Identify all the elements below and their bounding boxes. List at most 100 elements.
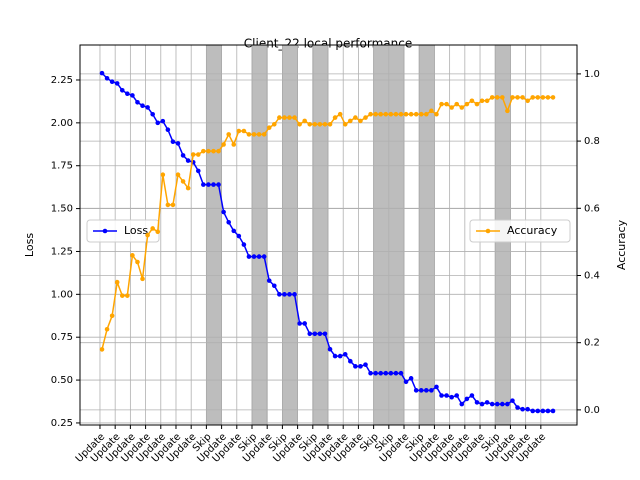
- point: [287, 115, 292, 120]
- point: [403, 111, 409, 117]
- point: [337, 111, 343, 117]
- point: [99, 70, 105, 76]
- point: [515, 405, 520, 410]
- point: [140, 103, 145, 109]
- point: [545, 95, 551, 100]
- point: [494, 401, 500, 407]
- point: [348, 118, 353, 124]
- point: [292, 115, 297, 120]
- point: [424, 388, 429, 393]
- point: [256, 132, 262, 137]
- y2-tick-label: 0.8: [584, 136, 600, 147]
- point: [479, 98, 485, 104]
- point: [388, 111, 394, 117]
- point: [393, 370, 399, 376]
- point: [363, 115, 368, 120]
- point: [216, 182, 221, 187]
- y2-tick-label: 0.6: [584, 203, 600, 214]
- point: [165, 202, 171, 208]
- point: [510, 398, 515, 403]
- point: [337, 353, 343, 359]
- point: [277, 292, 282, 297]
- point: [454, 101, 460, 107]
- y2-tick-label: 0.0: [584, 405, 600, 416]
- point: [358, 118, 363, 124]
- point: [550, 95, 556, 100]
- point: [206, 148, 211, 154]
- point: [155, 229, 161, 235]
- point: [353, 364, 358, 369]
- point: [271, 121, 277, 127]
- point: [130, 93, 135, 98]
- point: [109, 79, 115, 84]
- point: [373, 370, 378, 376]
- point: [312, 331, 318, 337]
- point: [236, 233, 242, 239]
- point: [484, 98, 490, 104]
- point: [368, 370, 373, 376]
- point: [251, 132, 257, 137]
- point: [287, 292, 292, 297]
- point: [241, 128, 247, 134]
- point: [170, 202, 176, 208]
- point: [125, 91, 130, 97]
- point: [266, 278, 272, 283]
- point: [175, 172, 181, 177]
- point: [520, 406, 525, 412]
- point: [449, 105, 454, 110]
- point: [297, 121, 302, 127]
- point: [201, 148, 206, 154]
- point: [317, 331, 323, 337]
- y-tick-label: 1.00: [51, 289, 73, 300]
- point: [297, 321, 302, 326]
- point: [525, 406, 530, 412]
- point: [211, 182, 216, 187]
- y-tick-label: 0.75: [51, 332, 73, 343]
- point: [327, 346, 333, 352]
- point: [413, 111, 419, 117]
- point: [383, 370, 389, 376]
- point: [388, 370, 394, 376]
- legend-marker: [102, 228, 108, 234]
- plot-frame: [79, 44, 578, 426]
- point: [185, 158, 191, 163]
- point: [429, 108, 434, 114]
- legend-label: Loss: [124, 224, 148, 237]
- point: [266, 125, 272, 130]
- point: [317, 121, 323, 127]
- point: [474, 101, 480, 107]
- skip-span: [281, 44, 299, 426]
- point: [140, 276, 145, 282]
- point: [322, 121, 328, 127]
- point: [434, 384, 439, 390]
- point: [150, 111, 155, 117]
- point: [515, 95, 520, 100]
- point: [190, 152, 196, 157]
- point: [500, 95, 505, 100]
- point: [104, 75, 110, 81]
- point: [439, 101, 444, 107]
- point: [540, 95, 546, 100]
- point: [500, 401, 505, 407]
- point: [494, 95, 500, 100]
- point: [439, 393, 444, 398]
- legend-label: Accuracy: [507, 224, 558, 237]
- point: [246, 132, 252, 137]
- y-tick-label: 0.25: [51, 418, 73, 429]
- point: [145, 232, 150, 238]
- point: [125, 293, 130, 298]
- y-tick-label: 2.00: [51, 118, 73, 129]
- point: [292, 292, 297, 297]
- point: [307, 331, 313, 337]
- point: [505, 401, 510, 407]
- point: [418, 388, 424, 393]
- point: [114, 279, 120, 285]
- point: [464, 396, 470, 402]
- point: [429, 388, 434, 393]
- point: [302, 321, 307, 326]
- point: [236, 128, 242, 134]
- point: [135, 99, 140, 105]
- point: [373, 111, 378, 117]
- legend-marker: [485, 228, 491, 234]
